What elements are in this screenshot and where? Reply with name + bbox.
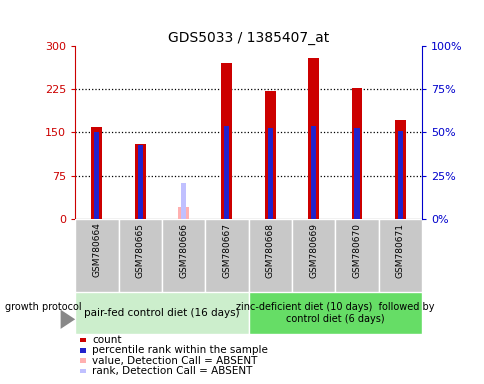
Bar xyxy=(378,219,421,292)
Text: rank, Detection Call = ABSENT: rank, Detection Call = ABSENT xyxy=(92,366,252,376)
Bar xyxy=(162,219,205,292)
Bar xyxy=(135,144,145,219)
Text: GSM780664: GSM780664 xyxy=(92,223,101,277)
Bar xyxy=(181,183,186,219)
Bar xyxy=(291,219,334,292)
Bar xyxy=(75,219,118,292)
Bar xyxy=(91,127,102,219)
Bar xyxy=(75,292,248,334)
Text: GSM780668: GSM780668 xyxy=(265,223,274,278)
Text: GSM780670: GSM780670 xyxy=(352,223,361,278)
Text: zinc-deficient diet (10 days)  followed by
control diet (6 days): zinc-deficient diet (10 days) followed b… xyxy=(236,302,434,324)
Text: GSM780667: GSM780667 xyxy=(222,223,231,278)
Bar xyxy=(351,88,362,219)
Bar xyxy=(118,219,162,292)
Bar xyxy=(307,58,318,219)
Text: GSM780671: GSM780671 xyxy=(395,223,404,278)
Text: count: count xyxy=(92,335,121,345)
Bar xyxy=(267,128,272,219)
Polygon shape xyxy=(60,310,75,329)
Text: GSM780669: GSM780669 xyxy=(308,223,318,278)
Text: growth protocol: growth protocol xyxy=(5,301,81,312)
Bar xyxy=(310,126,316,219)
Title: GDS5033 / 1385407_at: GDS5033 / 1385407_at xyxy=(167,31,329,45)
Bar xyxy=(354,128,359,219)
Bar xyxy=(248,219,291,292)
Bar xyxy=(178,207,189,219)
Text: percentile rank within the sample: percentile rank within the sample xyxy=(92,345,268,356)
Bar xyxy=(397,131,402,219)
Bar xyxy=(224,126,229,219)
Text: GSM780666: GSM780666 xyxy=(179,223,188,278)
Text: GSM780665: GSM780665 xyxy=(136,223,144,278)
Bar xyxy=(94,132,99,219)
Text: pair-fed control diet (16 days): pair-fed control diet (16 days) xyxy=(84,308,239,318)
Bar xyxy=(205,219,248,292)
Bar xyxy=(264,91,275,219)
Bar xyxy=(137,145,142,219)
Bar xyxy=(248,292,421,334)
Bar xyxy=(394,120,405,219)
Bar xyxy=(334,219,378,292)
Text: value, Detection Call = ABSENT: value, Detection Call = ABSENT xyxy=(92,356,257,366)
Bar xyxy=(221,63,232,219)
